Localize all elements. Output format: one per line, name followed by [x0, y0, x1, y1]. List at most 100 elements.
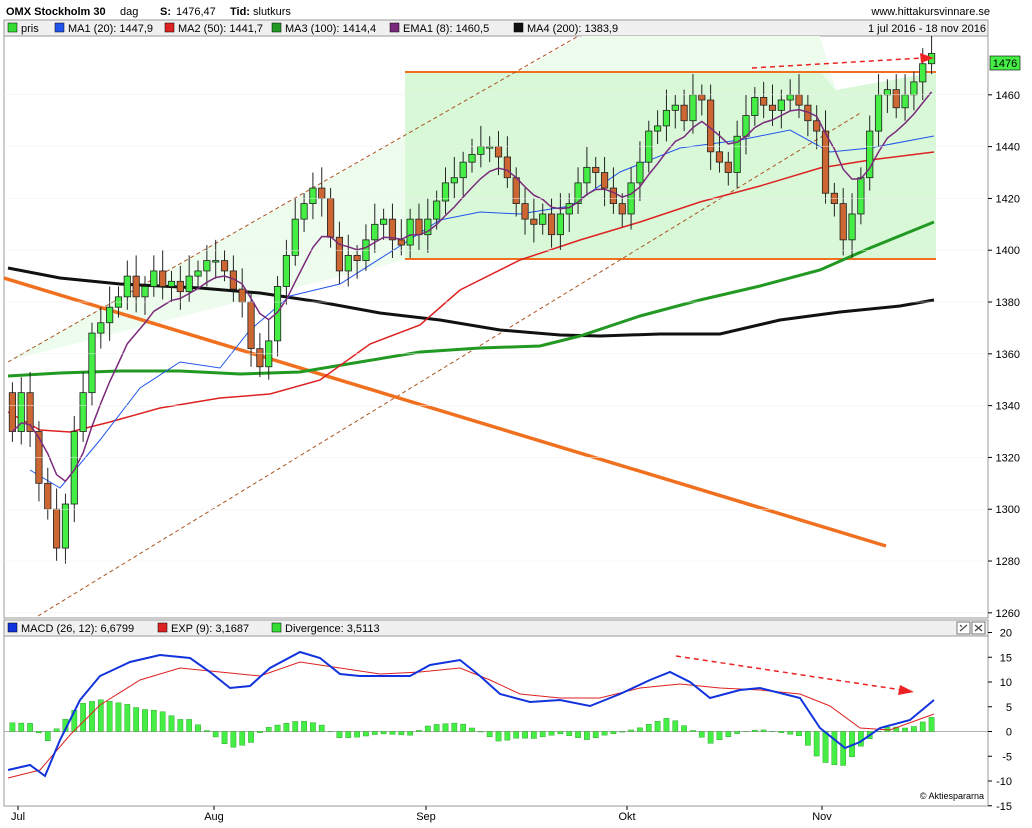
macd-y-tick-label: 10 — [1000, 677, 1012, 689]
divergence-bar — [513, 731, 520, 739]
divergence-bar — [716, 731, 723, 740]
divergence-bar — [911, 726, 917, 732]
candle-up — [459, 161, 467, 179]
candle-up — [777, 99, 785, 111]
candle-down — [530, 218, 538, 225]
divergence-histogram — [9, 699, 935, 766]
candle-down — [768, 104, 777, 111]
divergence-bar — [53, 728, 60, 732]
candle-up — [167, 280, 176, 287]
price-legend: pris MA1 (20): 1447,9 MA2 (50): 1441,7 MA3 … — [7, 22, 618, 35]
type-value: slutkurs — [253, 6, 291, 18]
divergence-bar — [610, 731, 617, 734]
macd-y-axis: 20 15 10 5 0 -5 -10 -15 — [988, 628, 1012, 813]
macd-y-tick-label: 0 — [1006, 727, 1012, 739]
candle-up — [883, 89, 891, 96]
divergence-bar — [168, 715, 175, 732]
candle-down — [892, 89, 900, 109]
divergence-bar — [204, 730, 210, 732]
macd-legend-band — [3, 619, 989, 637]
candle-up — [141, 286, 149, 298]
divergence-bar — [451, 722, 458, 732]
panel-settings-icon[interactable] — [956, 621, 971, 635]
divergence-bar — [36, 731, 42, 734]
divergence-bar — [690, 730, 696, 732]
divergence-bar — [265, 727, 272, 732]
y-tick-label: 1360 — [996, 349, 1020, 361]
channel-upper-line — [7, 36, 580, 363]
legend-swatch — [164, 22, 175, 33]
ema1-8-line — [11, 91, 933, 483]
divergence-bar — [760, 729, 767, 732]
divergence-bar — [221, 731, 228, 744]
divergence-bar — [354, 731, 360, 738]
divergence-bar — [9, 722, 16, 732]
divergence-bar — [813, 731, 820, 757]
candle-up — [70, 431, 78, 505]
divergence-bar — [734, 731, 740, 734]
candle-up — [689, 94, 697, 122]
candle-up — [123, 275, 131, 298]
ma1-20-line — [29, 129, 935, 489]
candle-down — [521, 203, 529, 220]
divergence-bar — [663, 718, 670, 732]
candle-up — [901, 94, 909, 109]
divergence-bar — [725, 731, 732, 737]
candle-down — [53, 508, 61, 549]
period-label: dag — [120, 6, 138, 18]
divergence-bar — [804, 731, 811, 746]
divergence-bar — [248, 731, 254, 743]
macd-y-tick-label: 15 — [1000, 652, 1012, 664]
chart-header: OMX Stockholm 30 dag S: 1476,47 Tid: slu… — [6, 6, 990, 18]
candle-up — [194, 270, 202, 277]
candle-up — [273, 286, 282, 342]
divergence-bar — [522, 731, 528, 739]
divergence-bar — [858, 731, 864, 747]
divergence-bar — [778, 731, 785, 734]
candle-down — [821, 130, 830, 194]
candle-down — [680, 104, 688, 122]
panel-close-icon[interactable] — [971, 621, 986, 635]
candle-down — [813, 120, 821, 132]
divergence-bar — [195, 724, 201, 732]
legend-label: MA1 (20): 1447,9 — [68, 23, 153, 35]
last-price-badge: 1476 — [989, 55, 1021, 71]
candle-up — [371, 223, 379, 241]
divergence-bar — [424, 725, 431, 732]
candle-up — [848, 213, 856, 241]
type-label: Tid: — [230, 6, 250, 18]
divergence-bar — [575, 731, 581, 738]
candle-down — [724, 161, 732, 173]
candle-down — [547, 213, 556, 236]
candle-up — [17, 392, 25, 432]
candle-up — [380, 218, 388, 225]
candle-up — [919, 63, 927, 83]
candles — [8, 36, 936, 564]
divergence-bar — [115, 702, 122, 732]
divergence-bar — [557, 731, 564, 734]
divergence-bar — [150, 709, 157, 732]
x-tick-label: Okt — [618, 811, 635, 823]
legend-label: MA4 (200): 1383,9 — [527, 23, 618, 35]
legend-swatch — [513, 22, 524, 33]
candle-up — [291, 218, 299, 256]
last-label: S: — [160, 6, 171, 18]
divergence-bar — [601, 731, 608, 736]
divergence-bar — [592, 731, 599, 738]
source-url[interactable]: www.hittakursvinnare.se — [870, 6, 990, 18]
candle-down — [247, 301, 255, 350]
y-tick-label: 1440 — [996, 142, 1020, 154]
macd-y-tick-label: -5 — [1002, 751, 1012, 763]
price-y-axis: 1260 1280 1300 1320 1340 1360 1380 1400 1420 1440… — [4, 90, 1020, 620]
divergence-bar — [539, 731, 546, 738]
divergence-bar — [27, 723, 33, 732]
divergence-bar — [584, 731, 590, 740]
divergence-bar — [531, 731, 537, 739]
candle-down — [415, 218, 423, 236]
legend-swatch — [271, 622, 282, 633]
y-tick-label: 1420 — [996, 193, 1020, 205]
divergence-bar — [230, 731, 237, 748]
divergence-bar — [371, 731, 378, 735]
date-range: 1 jul 2016 - 18 nov 2016 — [868, 23, 986, 35]
divergence-bar — [124, 704, 131, 732]
